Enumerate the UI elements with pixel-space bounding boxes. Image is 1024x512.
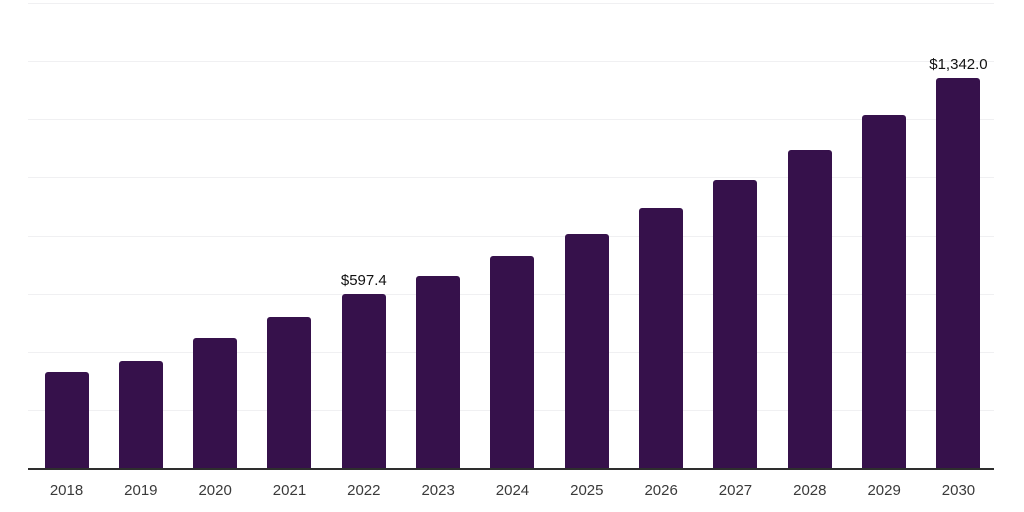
gridline-800 [28,235,994,237]
x-tick-2030: 2030 [941,482,976,499]
bar-2024 [490,255,535,468]
plot-area: $597.4 $1,342.0 [28,3,994,470]
bar-2028 [787,150,832,468]
x-axis-line [28,468,994,470]
gridline-1000 [28,177,994,179]
x-tick-2028: 2028 [793,482,827,499]
x-tick-2021: 2021 [272,482,307,499]
bar-2020 [193,338,238,468]
gridline-1200 [28,119,994,121]
x-tick-2023: 2023 [421,482,455,499]
x-tick-2024: 2024 [495,482,530,499]
bar-2021 [267,317,312,468]
x-tick-2025: 2025 [570,482,604,499]
bar-2027 [713,180,758,468]
x-tick-2029: 2029 [867,482,901,499]
x-tick-2026: 2026 [644,482,678,499]
bar-2023 [416,276,461,468]
gridline-1600 [28,3,994,4]
x-tick-2020: 2020 [198,482,232,499]
x-tick-2027: 2027 [718,482,753,499]
bar-2022 [341,294,386,468]
bar-2030 [936,77,981,468]
value-label-2030: $1,342.0 [929,55,988,73]
gridline-1400 [28,61,994,63]
bar-2019 [118,361,163,468]
bar-2029 [862,114,907,468]
x-tick-2022: 2022 [347,482,381,499]
bar-2026 [639,207,684,468]
x-tick-2019: 2019 [124,482,158,499]
value-label-2022: $597.4 [340,272,387,290]
bar-2025 [564,233,609,468]
bar-2018 [44,372,89,468]
x-tick-2018: 2018 [49,482,84,499]
